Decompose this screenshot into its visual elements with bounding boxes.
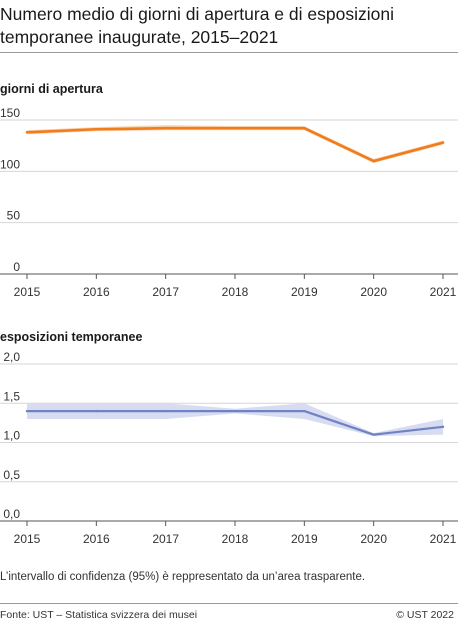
title-divider [0,52,458,53]
x-tick-label: 2019 [291,285,318,299]
data-point [164,409,167,413]
data-point [303,409,306,413]
x-tick-label: 2018 [222,532,249,546]
y-tick-label: 2,0 [3,350,20,364]
data-point [441,425,445,428]
footer-divider [0,603,458,604]
x-tick-label: 2016 [83,285,110,299]
chart-esposizioni-temporanee: 0,0 0,5 1,0 1,5 2,0 2015 2016 2017 2018 2019 2020 2… [0,350,458,546]
confidence-band [27,125,443,164]
panel-title-esposizioni: esposizioni temporanee [0,330,143,344]
y-tick-label: 150 [0,106,20,120]
y-tick-label: 1,0 [3,429,20,443]
y-tick-label: 0,5 [3,468,20,482]
data-point [25,131,29,134]
data-point [95,409,98,413]
data-point [372,159,375,163]
data-point [25,409,29,413]
chart-giorni-di-apertura: 0 50 100 150 2015 2016 2017 2018 2019 2020 2021 [0,106,458,299]
x-tick-label: 2019 [291,532,318,546]
data-point [164,127,167,130]
data-point [372,433,375,436]
confidence-band [27,403,443,437]
x-tick-label: 2018 [222,285,249,299]
series-line [25,126,445,163]
data-point [233,127,237,130]
copyright-text: © UST 2022 [396,609,454,621]
x-tick-label: 2015 [14,532,41,546]
y-tick-label: 0 [13,260,20,274]
panel-title-giorni: giorni di apertura [0,82,103,96]
x-tick-label: 2017 [152,285,179,299]
y-tick-label: 0,0 [3,507,20,521]
y-tick-label: 50 [7,209,21,223]
y-tick-label: 1,5 [3,389,20,403]
confidence-note: L’intervallo di confidenza (95%) è reppr… [0,571,366,583]
x-tick-label: 2021 [430,532,457,546]
chart-title: Numero medio di giorni di apertura e di … [0,4,394,47]
x-tick-label: 2017 [152,532,179,546]
x-tick-label: 2020 [360,532,387,546]
x-tick-label: 2021 [430,285,457,299]
y-tick-label: 100 [0,157,20,171]
x-tick-label: 2020 [360,285,387,299]
x-tick-label: 2015 [14,285,41,299]
data-point [233,409,237,413]
source-text: Fonte: UST – Statistica svizzera dei mus… [0,609,198,621]
x-tick-label: 2016 [83,532,110,546]
data-point [303,127,306,130]
data-point [441,141,445,144]
data-point [95,128,98,131]
